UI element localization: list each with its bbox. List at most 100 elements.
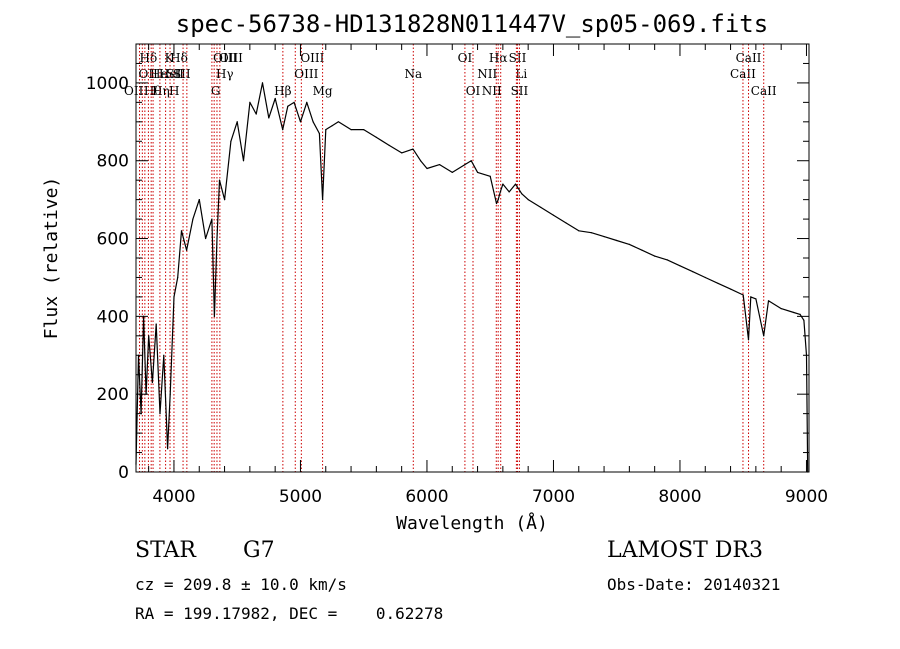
- data-point: [224, 199, 226, 201]
- data-point: [628, 243, 631, 245]
- data-point: [552, 214, 555, 216]
- line-label-4: He: [150, 67, 168, 81]
- line-label-14: Hγ: [216, 67, 234, 81]
- data-point: [192, 218, 194, 220]
- data-point: [750, 296, 752, 298]
- data-point: [521, 193, 523, 195]
- data-point: [312, 121, 314, 123]
- data-point: [412, 148, 414, 150]
- line-label-20: Na: [404, 67, 422, 81]
- line-label-0: OII: [139, 67, 159, 81]
- data-point: [299, 121, 302, 123]
- data-point: [666, 259, 668, 261]
- data-point: [451, 171, 453, 173]
- data-point: [216, 237, 218, 240]
- data-point: [167, 448, 169, 450]
- plot-frame: [135, 43, 810, 473]
- data-point: [186, 249, 188, 251]
- data-point: [763, 335, 765, 337]
- data-point: [198, 199, 200, 201]
- data-point: [236, 121, 238, 123]
- subclass: G7: [243, 538, 275, 563]
- redshift-cz: cz = 209.8 ± 10.0 km/s: [135, 575, 347, 594]
- line-label-25: NII: [482, 84, 502, 98]
- y-tick-label: 800: [97, 152, 129, 172]
- line-label-23: NII: [477, 67, 497, 81]
- x-axis: 4000 5000 6000 7000 8000 9000: [148, 44, 828, 507]
- line-label-5: Hη: [152, 84, 170, 98]
- data-point: [803, 319, 805, 321]
- data-point: [293, 101, 295, 103]
- y-tick-label: 200: [97, 385, 129, 405]
- data-point: [211, 218, 213, 220]
- data-point: [148, 335, 150, 337]
- data-point: [337, 121, 339, 123]
- data-point: [169, 393, 171, 395]
- line-label-16: Hβ: [274, 84, 291, 98]
- data-point: [420, 160, 422, 162]
- data-point: [540, 206, 542, 208]
- line-label-21: OI: [458, 51, 473, 65]
- line-label-27: SII: [509, 51, 527, 65]
- data-point: [489, 175, 491, 177]
- data-point: [508, 191, 510, 193]
- spectrum-layer: [135, 82, 809, 473]
- data-point: [151, 381, 153, 384]
- data-point: [282, 129, 284, 131]
- data-point: [799, 313, 801, 315]
- line-label-6: HeI: [159, 67, 182, 81]
- data-point: [603, 236, 605, 238]
- data-point: [499, 191, 501, 193]
- data-point: [704, 276, 706, 279]
- data-point: [514, 183, 517, 185]
- data-point: [793, 311, 795, 314]
- data-point: [325, 129, 327, 131]
- data-point: [363, 129, 365, 131]
- data-point: [590, 232, 593, 234]
- line-label-31: CaII: [751, 84, 777, 98]
- data-point: [388, 144, 390, 146]
- data-point: [249, 101, 251, 103]
- data-point: [205, 237, 207, 240]
- data-point: [426, 167, 428, 170]
- data-point: [679, 265, 681, 267]
- y-tick-label: 1000: [86, 74, 129, 94]
- data-point: [230, 140, 232, 142]
- data-point: [218, 179, 221, 181]
- data-point: [180, 230, 183, 232]
- data-point: [268, 117, 270, 119]
- data-point: [565, 222, 567, 224]
- data-point: [177, 276, 179, 279]
- data-point: [641, 249, 643, 251]
- data-point: [322, 199, 324, 201]
- x-tick-label: 5000: [279, 487, 322, 507]
- data-point: [767, 300, 770, 302]
- data-point: [527, 199, 529, 201]
- x-tick-label: 9000: [785, 487, 828, 507]
- data-point: [155, 323, 157, 325]
- data-point: [464, 164, 466, 166]
- data-point: [470, 160, 472, 162]
- line-label-19: Mg: [313, 84, 333, 98]
- data-point: [350, 129, 352, 131]
- data-point: [495, 202, 498, 205]
- data-point: [502, 183, 504, 185]
- spectral-line-markers: OIIOIIHθHδHeHηHeIKHSIISIIHδGOIIIHγOIIIHβ…: [124, 44, 777, 472]
- data-point: [780, 308, 782, 310]
- data-point: [717, 282, 719, 284]
- data-point: [654, 255, 656, 257]
- data-point: [755, 298, 757, 300]
- line-label-24: Hα: [489, 51, 508, 65]
- data-point: [375, 136, 377, 138]
- x-axis-label: Wavelength (Å): [396, 512, 548, 534]
- ra-dec: RA = 199.17982, DEC = 0.62278: [135, 604, 444, 623]
- data-point: [159, 413, 161, 415]
- line-label-18: OIII: [300, 51, 324, 65]
- series-line-flux: [135, 82, 809, 473]
- line-label-26: Li: [515, 67, 527, 81]
- data-point: [742, 294, 744, 296]
- observation-date: Obs-Date: 20140321: [607, 575, 781, 594]
- y-tick-label: 600: [97, 230, 129, 250]
- line-label-11: Hδ: [170, 51, 188, 65]
- data-point: [213, 315, 215, 317]
